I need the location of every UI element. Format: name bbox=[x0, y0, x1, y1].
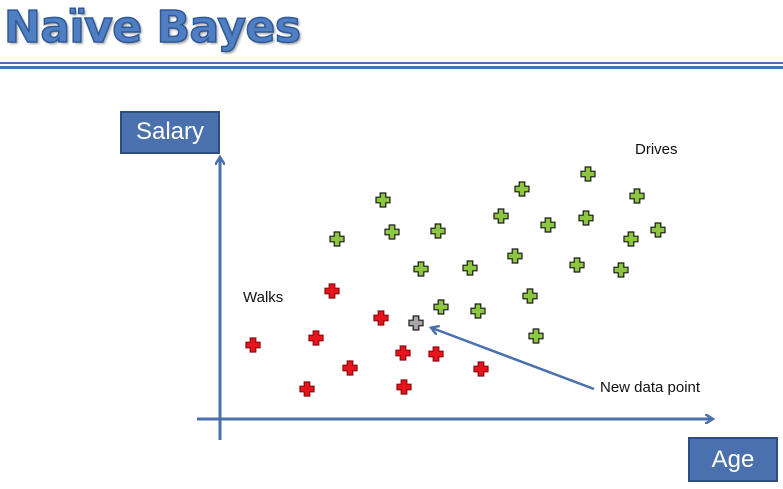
drives-point-17 bbox=[433, 299, 449, 315]
drives-point-9 bbox=[578, 210, 594, 226]
new-point-annotation: New data point bbox=[600, 379, 701, 396]
drives-point-0 bbox=[375, 192, 391, 208]
drives-point-13 bbox=[462, 260, 478, 276]
walks-point-3 bbox=[308, 330, 324, 346]
drives-annotation: Drives bbox=[635, 141, 678, 158]
drives-point-20 bbox=[528, 328, 544, 344]
walks-point-9 bbox=[396, 379, 412, 395]
walks-annotation: Walks bbox=[243, 289, 284, 306]
drives-point-6 bbox=[430, 223, 446, 239]
drives-point-14 bbox=[507, 248, 523, 264]
x-axis-label: Age bbox=[688, 437, 778, 482]
walks-point-6 bbox=[342, 360, 358, 376]
drives-point-12 bbox=[413, 261, 429, 277]
walks-point-7 bbox=[473, 361, 489, 377]
drives-point-4 bbox=[329, 231, 345, 247]
y-axis-label: Salary bbox=[120, 111, 220, 154]
drives-point-11 bbox=[650, 222, 666, 238]
drives-point-19 bbox=[522, 288, 538, 304]
drives-point-2 bbox=[580, 166, 596, 182]
drives-point-7 bbox=[493, 208, 509, 224]
new-data-point-point-0 bbox=[408, 315, 424, 331]
walks-point-4 bbox=[395, 345, 411, 361]
drives-point-8 bbox=[540, 217, 556, 233]
points-layer bbox=[245, 166, 666, 397]
walks-point-5 bbox=[428, 346, 444, 362]
drives-point-16 bbox=[613, 262, 629, 278]
walks-point-8 bbox=[299, 381, 315, 397]
walks-point-1 bbox=[373, 310, 389, 326]
drives-point-5 bbox=[384, 224, 400, 240]
walks-point-0 bbox=[324, 283, 340, 299]
drives-point-3 bbox=[629, 188, 645, 204]
drives-point-18 bbox=[470, 303, 486, 319]
new-point-arrow bbox=[432, 328, 595, 391]
title-divider-bottom bbox=[0, 66, 783, 69]
title-divider-top bbox=[0, 62, 783, 64]
drives-point-10 bbox=[623, 231, 639, 247]
drives-point-1 bbox=[514, 181, 530, 197]
walks-point-2 bbox=[245, 337, 261, 353]
drives-point-15 bbox=[569, 257, 585, 273]
slide-title: Naïve Bayes bbox=[3, 1, 302, 54]
